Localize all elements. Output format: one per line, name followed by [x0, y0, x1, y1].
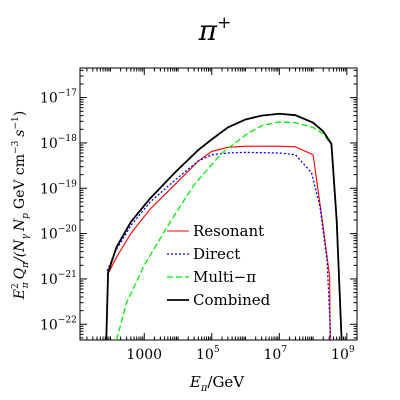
y-label-s-sup: −1: [11, 116, 21, 129]
y-label-q: Q: [12, 267, 28, 279]
x-tick-label-exp: 7: [281, 345, 287, 355]
x-tick-label: 109: [331, 345, 355, 363]
y-tick-label: 10−21: [40, 270, 77, 288]
legend-label: Resonant: [193, 222, 264, 240]
legend-label: Direct: [193, 245, 240, 263]
x-axis-label-sub: π: [200, 383, 208, 394]
y-label-s: s: [12, 129, 28, 136]
x-axis-label-unit: /GeV: [207, 373, 245, 391]
x-axis-label: Eπ/GeV: [189, 373, 245, 394]
y-tick-label: 10−17: [40, 89, 77, 107]
x-tick-label-base: 1000: [126, 347, 162, 363]
y-tick-label: 10−22: [40, 315, 77, 333]
y-tick-label-exp: −22: [58, 315, 77, 325]
y-tick-label-exp: −20: [58, 225, 77, 235]
y-tick-label-base: 10: [40, 136, 58, 152]
y-tick-label: 10−20: [40, 225, 77, 243]
y-label-n2-sub: p: [21, 213, 31, 219]
x-tick-label: 1000: [126, 347, 162, 363]
y-tick-label-exp: −21: [58, 270, 77, 280]
series-line-1: [106, 151, 332, 340]
y-tick-label-base: 10: [40, 317, 58, 333]
y-tick-label-exp: −18: [58, 134, 77, 144]
y-label-n1-sub: γ: [21, 234, 31, 240]
x-tick-label: 105: [196, 345, 220, 363]
x-tick-label-base: 10: [196, 347, 214, 363]
y-tick-label: 10−18: [40, 134, 77, 152]
y-label-e-sub: π: [21, 281, 31, 289]
series-line-0: [106, 145, 331, 340]
y-label-q-sub: π: [21, 261, 31, 269]
legend-label: Multi−π: [193, 268, 256, 286]
series-group: [105, 112, 343, 340]
x-tick-label-base: 10: [331, 347, 349, 363]
legend: Resonant Direct Multi−π Combined: [167, 222, 271, 309]
series-line-3: [105, 112, 343, 340]
y-label-e-sup: 2: [11, 283, 21, 289]
x-tick-label-exp: 5: [214, 345, 220, 355]
y-label-n1: /(N: [12, 239, 28, 264]
y-tick-label: 10−19: [40, 179, 77, 197]
y-label-close: ): [12, 111, 28, 116]
x-tick-label-base: 10: [264, 347, 282, 363]
x-tick-labels: 1000 105 107 109: [126, 345, 354, 363]
title-main: π: [198, 14, 218, 47]
title-sup: +: [217, 13, 231, 33]
legend-label: Combined: [193, 291, 271, 309]
y-label-unit: GeV cm: [12, 154, 28, 209]
y-label-e: E: [12, 289, 28, 300]
y-tick-label-base: 10: [40, 91, 58, 107]
x-axis-label-main: E: [189, 373, 201, 391]
x-tick-label-exp: 9: [349, 345, 355, 355]
y-tick-label-exp: −19: [58, 179, 77, 189]
y-tick-label-base: 10: [40, 272, 58, 288]
y-axis-label: E2πQπ/(NγNpGeV cm−3s−1): [11, 111, 31, 301]
axis-ticks: [80, 68, 358, 340]
y-label-cm-sup: −3: [11, 140, 21, 154]
y-tick-label-exp: −17: [58, 89, 77, 99]
y-tick-label-base: 10: [40, 181, 58, 197]
y-label-n2: N: [12, 218, 28, 232]
x-tick-label: 107: [264, 345, 288, 363]
plot-frame: [79, 67, 358, 341]
chart-title: π+: [198, 13, 232, 47]
y-tick-label-base: 10: [40, 227, 58, 243]
